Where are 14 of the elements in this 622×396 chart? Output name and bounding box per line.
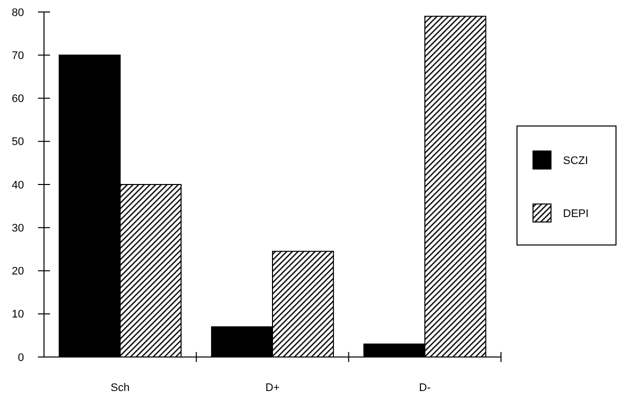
x-tick-label: D- xyxy=(419,382,431,394)
y-tick-label: 20 xyxy=(12,266,24,278)
y-tick-label: 0 xyxy=(18,352,24,364)
legend-label: SCZI xyxy=(563,154,588,167)
x-tick-label: Sch xyxy=(110,382,130,394)
y-tick-label: 50 xyxy=(12,136,24,148)
y-tick-label: 80 xyxy=(12,6,24,19)
y-tick-label: 40 xyxy=(12,179,24,192)
y-tick-label: 10 xyxy=(12,308,24,321)
legend-label: DEPI xyxy=(563,208,589,220)
y-tick-label: 60 xyxy=(12,93,24,106)
y-tick-label: 70 xyxy=(12,50,24,62)
y-tick-label: 30 xyxy=(12,222,24,234)
x-tick-label: D+ xyxy=(265,382,280,394)
